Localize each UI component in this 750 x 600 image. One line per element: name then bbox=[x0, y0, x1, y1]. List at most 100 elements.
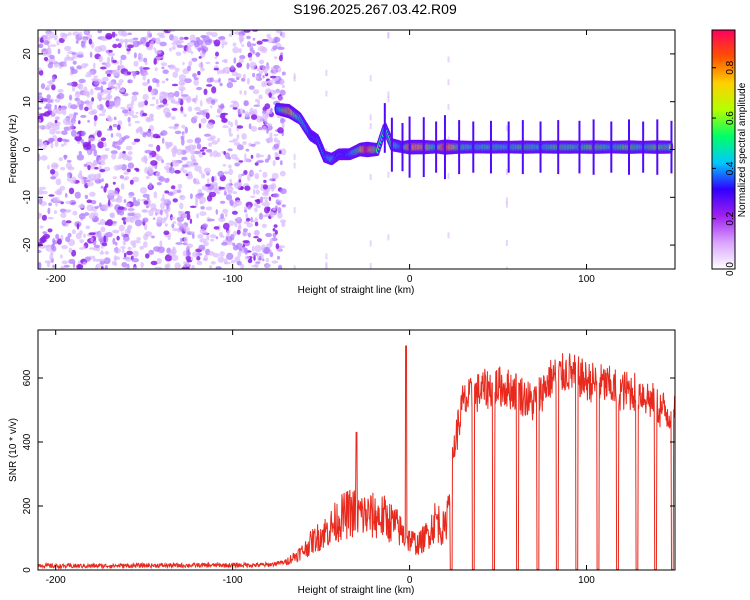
noise-mark bbox=[129, 38, 135, 43]
noise-mark bbox=[84, 30, 89, 34]
noise-mark bbox=[183, 36, 189, 40]
snr-y-tick-label: 400 bbox=[22, 433, 33, 450]
noise-mark bbox=[155, 171, 161, 176]
noise-mark bbox=[232, 107, 238, 110]
colorbar-gradient bbox=[712, 30, 735, 269]
noise-mark bbox=[68, 247, 73, 254]
noise-mark bbox=[196, 260, 203, 266]
noise-mark bbox=[78, 104, 84, 111]
noise-mark bbox=[38, 186, 47, 190]
noise-mark bbox=[40, 83, 46, 90]
noise-mark bbox=[236, 62, 243, 68]
noise-mark bbox=[65, 220, 72, 224]
noise-mark bbox=[265, 111, 269, 119]
noise-mark bbox=[55, 130, 61, 135]
noise-mark bbox=[195, 94, 198, 101]
noise-mark bbox=[206, 84, 213, 87]
noise-mark bbox=[269, 251, 274, 258]
noise-mark bbox=[196, 86, 203, 91]
noise-mark bbox=[189, 218, 193, 224]
noise-mark bbox=[97, 93, 102, 100]
colorbar-tick-label: 0.4 bbox=[725, 161, 736, 175]
noise-mark bbox=[247, 205, 251, 209]
noise-mark bbox=[232, 191, 238, 195]
noise-mark bbox=[273, 133, 279, 137]
noise-mark bbox=[167, 191, 174, 196]
noise-mark bbox=[108, 49, 113, 53]
noise-mark bbox=[140, 261, 144, 269]
noise-mark bbox=[39, 113, 47, 117]
noise-mark bbox=[174, 262, 181, 269]
noise-mark bbox=[266, 128, 269, 134]
spectrogram-y-tick-label: -10 bbox=[22, 190, 33, 205]
snr-plot-area bbox=[38, 345, 675, 570]
noise-mark bbox=[278, 95, 284, 101]
noise-mark bbox=[93, 78, 100, 82]
noise-mark bbox=[96, 130, 102, 138]
noise-mark bbox=[103, 257, 111, 265]
noise-mark bbox=[105, 100, 110, 108]
noise-mark bbox=[84, 256, 91, 262]
noise-mark bbox=[207, 178, 210, 184]
noise-mark bbox=[39, 213, 43, 217]
noise-mark bbox=[69, 199, 77, 206]
noise-mark bbox=[184, 78, 192, 84]
noise-mark bbox=[65, 236, 71, 243]
noise-mark bbox=[162, 193, 165, 201]
noise-mark bbox=[238, 248, 243, 252]
noise-mark bbox=[122, 248, 125, 254]
noise-mark bbox=[48, 79, 54, 87]
noise-mark bbox=[154, 266, 163, 269]
noise-mark bbox=[162, 69, 169, 74]
noise-mark bbox=[38, 119, 42, 123]
noise-mark bbox=[269, 178, 275, 182]
noise-mark bbox=[75, 40, 79, 44]
noise-mark bbox=[172, 221, 177, 224]
noise-mark bbox=[93, 149, 97, 157]
noise-mark bbox=[119, 175, 125, 179]
noise-mark bbox=[78, 151, 83, 155]
noise-mark bbox=[150, 203, 157, 210]
noise-mark bbox=[72, 60, 77, 65]
noise-mark bbox=[113, 69, 120, 77]
noise-mark bbox=[261, 39, 269, 42]
noise-mark bbox=[117, 156, 122, 159]
noise-mark bbox=[57, 89, 64, 93]
noise-mark bbox=[230, 100, 238, 104]
noise-mark bbox=[184, 95, 192, 101]
noise-mark bbox=[222, 125, 229, 129]
noise-mark bbox=[239, 37, 243, 45]
noise-mark bbox=[273, 224, 278, 228]
noise-mark bbox=[155, 98, 159, 105]
noise-mark bbox=[263, 247, 271, 255]
noise-mark bbox=[211, 99, 216, 105]
noise-mark bbox=[236, 217, 241, 221]
noise-mark bbox=[101, 76, 109, 82]
noise-mark bbox=[52, 238, 56, 244]
noise-mark bbox=[103, 142, 107, 148]
noise-mark bbox=[153, 246, 161, 252]
noise-mark bbox=[60, 143, 65, 147]
noise-mark bbox=[153, 191, 158, 199]
noise-mark bbox=[149, 103, 155, 107]
noise-mark bbox=[43, 56, 49, 62]
noise-mark bbox=[132, 250, 139, 258]
noise-mark bbox=[76, 154, 85, 161]
noise-mark bbox=[141, 100, 145, 108]
noise-mark bbox=[266, 37, 274, 44]
noise-mark bbox=[257, 127, 263, 131]
noise-mark bbox=[262, 74, 265, 79]
noise-mark bbox=[175, 242, 183, 245]
noise-mark bbox=[236, 125, 244, 129]
noise-mark bbox=[127, 246, 132, 251]
noise-mark bbox=[193, 77, 199, 80]
noise-mark bbox=[128, 194, 133, 199]
noise-mark bbox=[254, 245, 262, 253]
noise-mark bbox=[273, 65, 280, 69]
noise-mark bbox=[85, 99, 90, 107]
noise-mark bbox=[189, 34, 196, 42]
noise-mark bbox=[237, 251, 242, 258]
noise-mark bbox=[278, 264, 283, 269]
noise-mark bbox=[61, 130, 68, 135]
noise-mark bbox=[38, 107, 43, 110]
